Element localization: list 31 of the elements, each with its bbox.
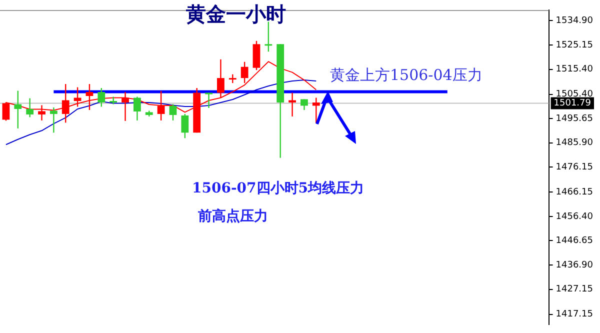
candlestick <box>288 92 296 118</box>
candlestick <box>134 96 141 122</box>
y-tick-label: 1525.15 <box>556 40 593 50</box>
candlestick <box>312 97 320 124</box>
candlestick <box>74 86 82 108</box>
candlestick <box>14 90 22 130</box>
candlestick <box>181 113 189 139</box>
y-tick-label: 1515.40 <box>556 64 594 75</box>
candlestick <box>300 98 308 111</box>
candlestick <box>26 98 34 118</box>
y-tick-label: 1446.65 <box>556 236 593 246</box>
candlestick <box>50 106 58 134</box>
y-tick-label: 1436.90 <box>556 260 594 270</box>
y-tick-label: 1456.40 <box>556 212 594 222</box>
annotation: 黄金上方1506-04压力 <box>330 66 482 84</box>
y-tick-label: 1485.90 <box>556 138 594 148</box>
candlestick <box>205 92 212 109</box>
candlestick <box>169 104 177 122</box>
chart-title: 黄金一小时 <box>185 2 286 26</box>
candlestick <box>98 87 106 108</box>
y-tick-label: 1417.15 <box>556 310 593 320</box>
candlestick <box>110 96 118 105</box>
ref-line-label: 1501.79 <box>554 98 592 109</box>
y-tick-label: 1505.40 <box>556 90 594 100</box>
annotation: 前高点压力 <box>197 208 268 225</box>
y-tick-label: 1427.15 <box>556 284 593 295</box>
y-tick-label: 1495.65 <box>556 114 593 124</box>
y-tick-label: 1466.15 <box>556 187 593 198</box>
y-tick-label: 1534.90 <box>556 16 594 26</box>
annotation: 1506-07四小时5均线压力 <box>192 180 364 197</box>
y-tick-label: 1476.15 <box>556 162 593 173</box>
